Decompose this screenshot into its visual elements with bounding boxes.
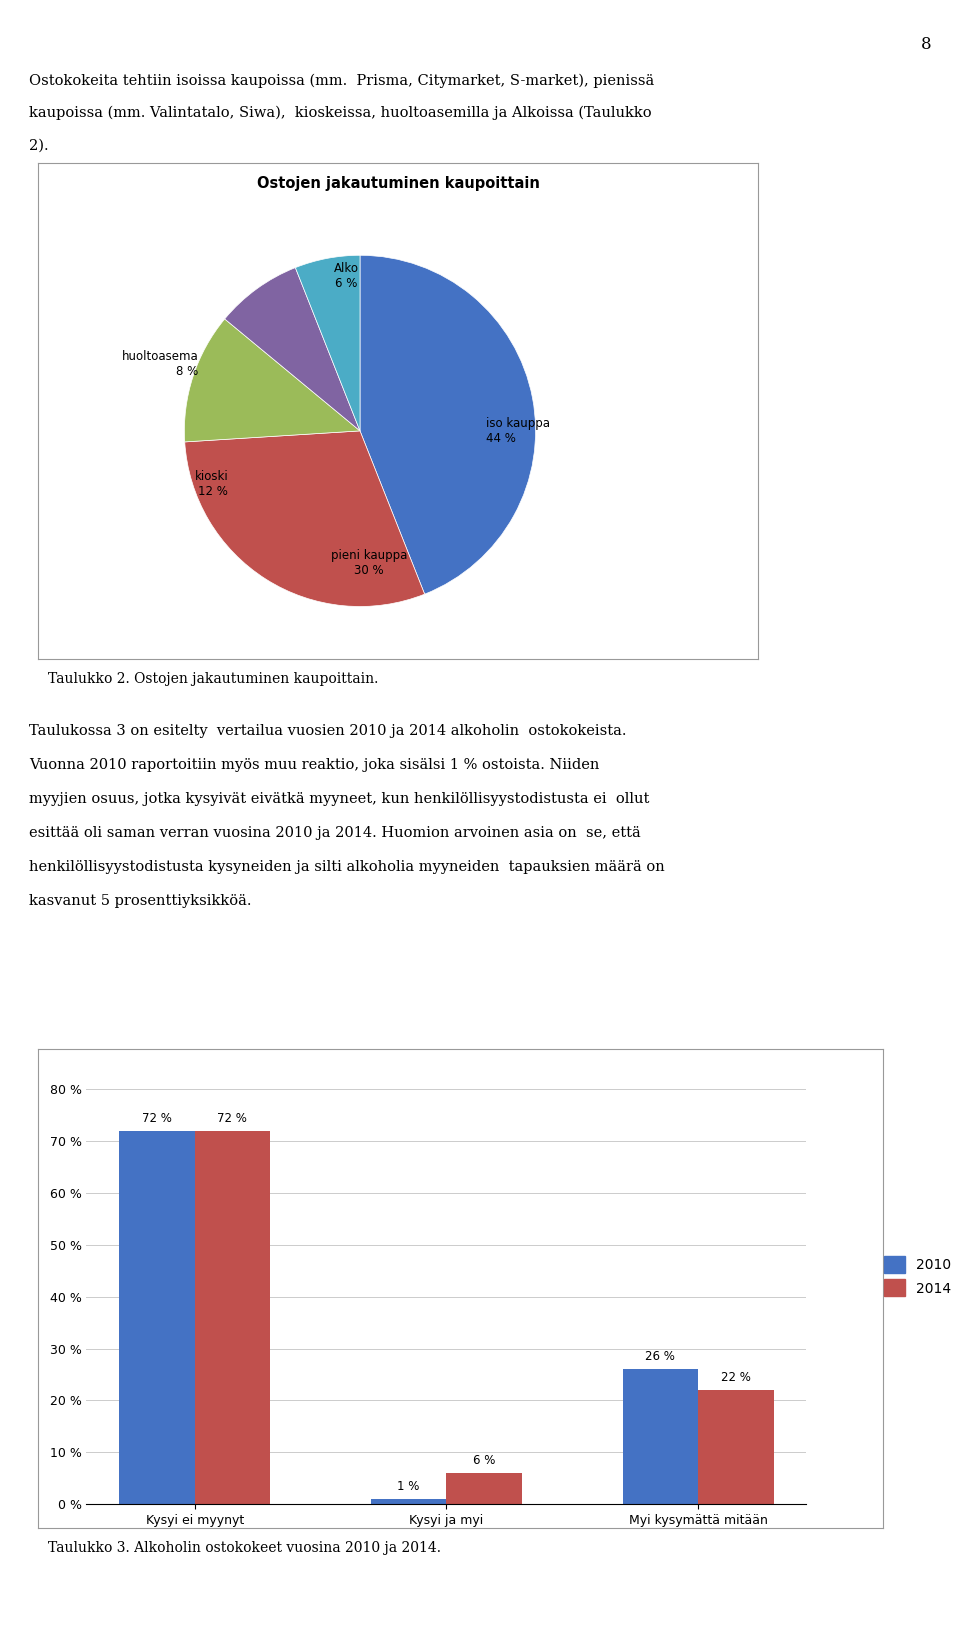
Text: Taulukko 3. Alkoholin ostokokeet vuosina 2010 ja 2014.: Taulukko 3. Alkoholin ostokokeet vuosina… — [48, 1541, 441, 1556]
Bar — [698, 1390, 774, 1504]
Text: Ostojen jakautuminen kaupoittain: Ostojen jakautuminen kaupoittain — [257, 176, 540, 190]
Bar — [623, 1369, 698, 1504]
Text: 22 %: 22 % — [721, 1371, 751, 1384]
Text: 2).: 2). — [29, 138, 48, 153]
Text: huoltoasema
8 %: huoltoasema 8 % — [122, 350, 199, 379]
Text: pieni kauppa
30 %: pieni kauppa 30 % — [330, 548, 407, 577]
Text: 1 %: 1 % — [397, 1480, 420, 1493]
Text: 72 %: 72 % — [142, 1112, 172, 1125]
Bar — [371, 1499, 446, 1504]
Text: 26 %: 26 % — [645, 1350, 675, 1363]
Wedge shape — [360, 255, 536, 593]
Text: Alko
6 %: Alko 6 % — [333, 262, 358, 291]
Bar — [119, 1132, 195, 1504]
Text: Ostokokeita tehtiin isoissa kaupoissa (mm.  Prisma, Citymarket, S-market), pieni: Ostokokeita tehtiin isoissa kaupoissa (m… — [29, 73, 654, 88]
Text: kioski
12 %: kioski 12 % — [195, 470, 228, 498]
Bar — [195, 1132, 270, 1504]
Bar — [446, 1473, 522, 1504]
Text: kasvanut 5 prosenttiyksikköä.: kasvanut 5 prosenttiyksikköä. — [29, 894, 252, 909]
Wedge shape — [225, 268, 360, 431]
Text: Taulukko 2. Ostojen jakautuminen kaupoittain.: Taulukko 2. Ostojen jakautuminen kaupoit… — [48, 672, 378, 686]
Legend: 2010, 2014: 2010, 2014 — [876, 1249, 958, 1304]
Wedge shape — [184, 431, 424, 606]
Text: henkilöllisyystodistusta kysyneiden ja silti alkoholia myyneiden  tapauksien mää: henkilöllisyystodistusta kysyneiden ja s… — [29, 860, 664, 875]
Text: 8: 8 — [921, 36, 931, 52]
Text: 6 %: 6 % — [473, 1454, 495, 1467]
Text: 72 %: 72 % — [218, 1112, 248, 1125]
Text: myyjien osuus, jotka kysyivät eivätkä myyneet, kun henkilöllisyystodistusta ei  : myyjien osuus, jotka kysyivät eivätkä my… — [29, 792, 649, 806]
Text: Vuonna 2010 raportoitiin myös muu reaktio, joka sisälsi 1 % ostoista. Niiden: Vuonna 2010 raportoitiin myös muu reakti… — [29, 758, 599, 772]
Wedge shape — [184, 319, 360, 442]
Text: iso kauppa
44 %: iso kauppa 44 % — [487, 416, 550, 446]
Text: Taulukossa 3 on esitelty  vertailua vuosien 2010 ja 2014 alkoholin  ostokokeista: Taulukossa 3 on esitelty vertailua vuosi… — [29, 724, 626, 738]
Wedge shape — [296, 255, 360, 431]
Text: kaupoissa (mm. Valintatalo, Siwa),  kioskeissa, huoltoasemilla ja Alkoissa (Taul: kaupoissa (mm. Valintatalo, Siwa), kiosk… — [29, 106, 652, 120]
Text: esittää oli saman verran vuosina 2010 ja 2014. Huomion arvoinen asia on  se, ett: esittää oli saman verran vuosina 2010 ja… — [29, 826, 640, 841]
